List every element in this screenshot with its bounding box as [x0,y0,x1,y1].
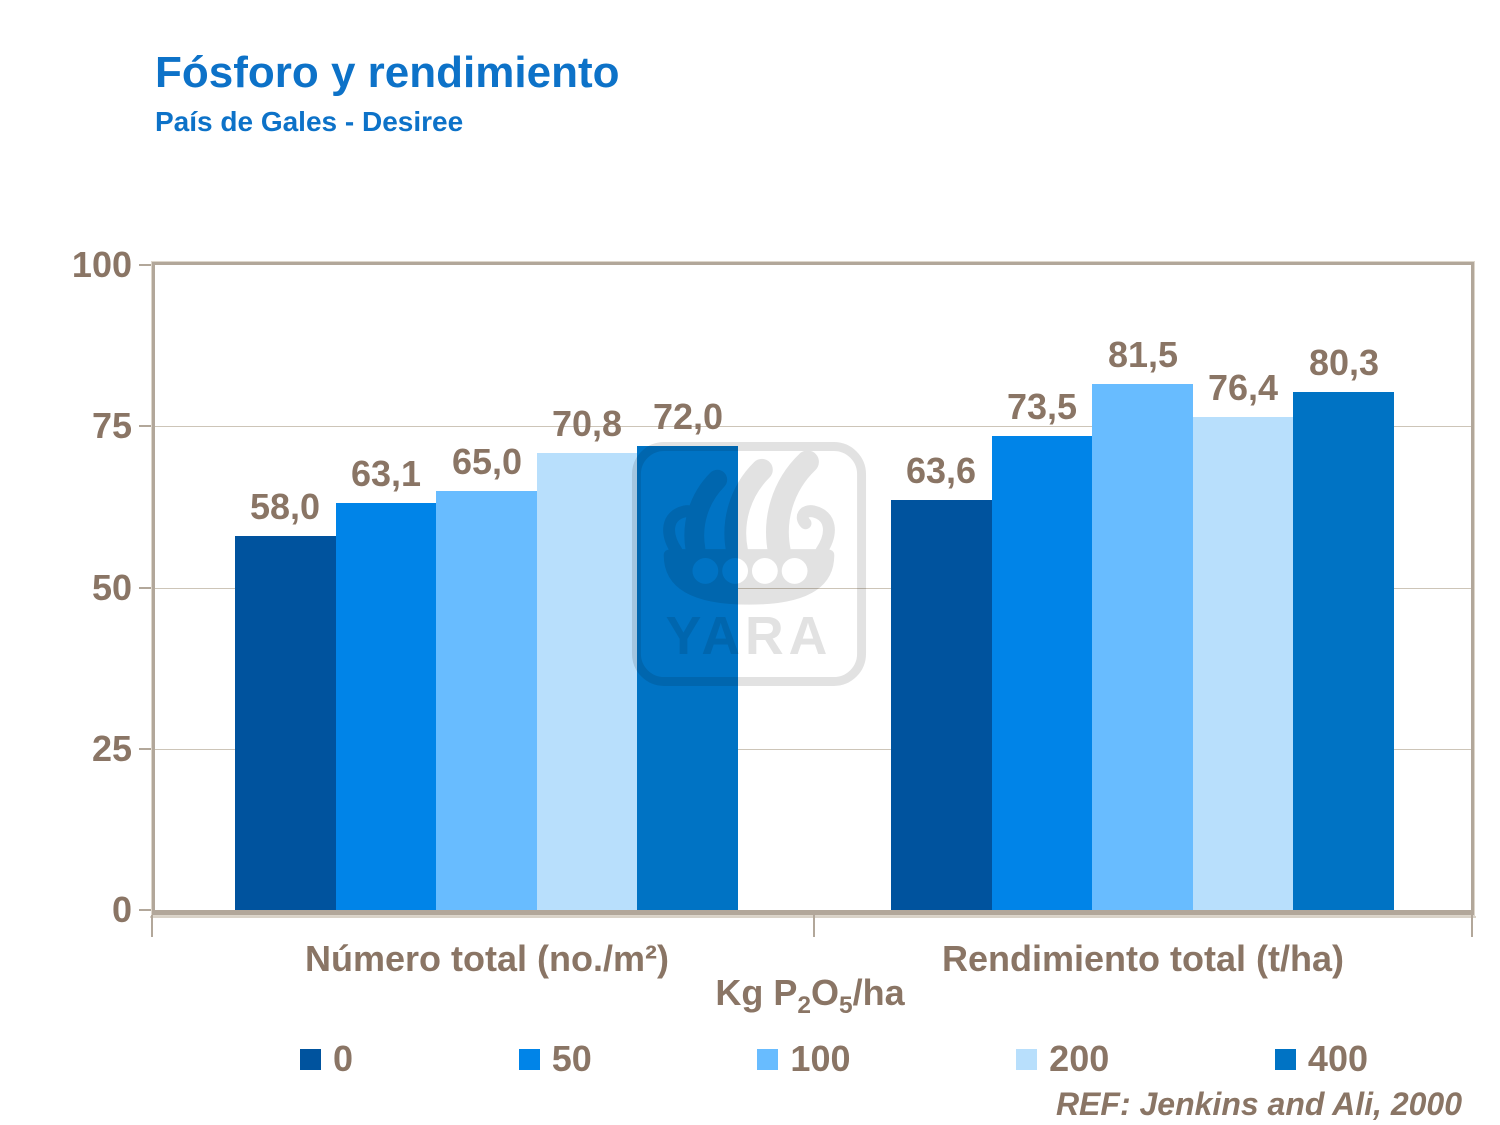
bar-value-label: 73,5 [1006,386,1078,427]
legend-item-50: 50 [518,1038,592,1080]
y-axis-label-25: 25 [91,727,132,769]
y-axis-tick-50 [139,586,152,589]
bar-400-cat1 [1293,392,1394,910]
y-axis-tick-25 [139,747,152,750]
legend-label: 200 [1049,1038,1110,1079]
x-axis-title-part: O [810,972,840,1013]
x-axis-tick-left [151,915,153,937]
x-axis-title-part: /ha [852,972,905,1013]
page-subtitle: País de Gales - Desiree [155,106,464,137]
y-axis-tick-75 [139,425,152,428]
x-axis-tick-divider [813,915,815,937]
legend-marker-icon [757,1048,779,1070]
reference-text: REF: Jenkins and Ali, 2000 [1055,1086,1462,1122]
y-axis-label-50: 50 [91,566,132,608]
category-label-0: Número total (no./m²) [305,938,669,979]
category-label-1: Rendimiento total (t/ha) [942,938,1344,979]
x-axis-tick-right [1471,915,1473,937]
x-axis-title-sub: 2 [797,992,811,1020]
bar-50-cat1 [992,436,1093,910]
gridline-25 [155,748,1471,750]
legend-label: 0 [333,1038,354,1079]
legend-item-100: 100 [757,1038,851,1080]
legend-item-200: 200 [1016,1038,1109,1080]
bar-value-label: 65,0 [451,441,523,482]
y-axis-tick-100 [139,264,152,266]
bar-value-label: 70,8 [551,403,623,444]
bar-value-label: 81,5 [1107,334,1179,375]
legend-label: 100 [790,1038,851,1079]
y-axis-label-75: 75 [91,405,132,447]
bar-200-cat0 [537,453,638,910]
x-axis-title: Kg P2O5/ha [715,972,904,1020]
bar-50-cat0 [336,503,437,910]
bar-value-label: 76,4 [1207,367,1279,408]
legend-marker-icon [518,1048,540,1070]
y-axis-label-0: 0 [111,889,132,930]
bar-value-label: 80,3 [1308,342,1380,383]
legend-item-0: 0 [300,1038,353,1080]
bar-200-cat1 [1193,417,1294,910]
bar-0-cat0 [235,536,336,910]
legend-item-400: 400 [1274,1038,1368,1080]
x-axis-title-part: Kg P [715,972,798,1013]
page-title: Fósforo y rendimiento [155,48,620,97]
bar-0-cat1 [891,500,992,910]
x-axis-title-sub: 5 [839,992,853,1020]
bar-value-label: 58,0 [249,486,321,527]
legend-label: 400 [1307,1038,1368,1079]
bar-100-cat1 [1092,384,1193,910]
y-axis-tick-0 [139,909,152,911]
bar-value-label: 63,1 [350,453,422,494]
bar-value-label: 63,6 [905,450,977,491]
bar-value-label: 72,0 [652,396,724,437]
gridline-75 [155,426,1471,428]
legend-marker-icon [1274,1048,1296,1070]
y-axis-label-100: 100 [71,244,132,285]
chart-legend: 0 50 100 200 400 [300,1038,1368,1080]
plot-inner: 58,0 63,6 63,1 73,5 65,0 81,5 70,8 76,4 72,0 80,3 [155,265,1471,910]
bar-100-cat0 [436,491,537,910]
legend-marker-icon [1016,1048,1038,1070]
bar-400-cat0 [637,446,738,910]
legend-marker-icon [300,1048,321,1070]
plot-area: 58,0 63,6 63,1 73,5 65,0 81,5 70,8 76,4 72,0 80,3 [152,262,1474,915]
legend-label: 50 [551,1038,592,1079]
